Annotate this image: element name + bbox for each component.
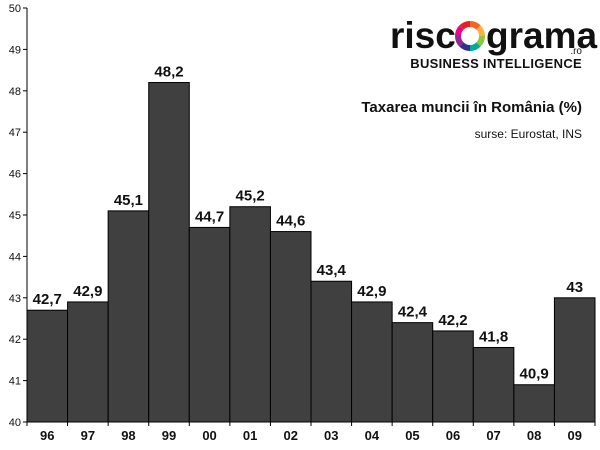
bar bbox=[107, 210, 150, 423]
bar bbox=[472, 346, 515, 423]
x-tick-label: 04 bbox=[365, 428, 380, 443]
logo-ring-segment bbox=[476, 25, 485, 37]
x-tick-label: 08 bbox=[527, 428, 541, 443]
bar bbox=[269, 231, 312, 423]
bar bbox=[67, 301, 109, 423]
logo-tagline: BUSINESS INTELLIGENCE bbox=[410, 56, 582, 71]
chart-title: Taxarea muncii în România (%) bbox=[361, 99, 582, 116]
y-tick-label: 45 bbox=[9, 210, 21, 222]
data-label: 44,6 bbox=[276, 213, 305, 230]
x-tick-label: 01 bbox=[243, 428, 257, 443]
x-tick-label: 98 bbox=[121, 428, 135, 443]
data-label: 42,7 bbox=[33, 291, 62, 308]
x-tick-label: 06 bbox=[446, 428, 460, 443]
bar bbox=[553, 297, 596, 423]
x-tick-label: 07 bbox=[486, 428, 500, 443]
data-label: 41,8 bbox=[479, 328, 508, 345]
data-label: 45,1 bbox=[114, 192, 143, 209]
y-tick-label: 44 bbox=[9, 251, 21, 263]
logo-ring-segment bbox=[459, 42, 471, 51]
logo-text-risc: risc bbox=[390, 15, 456, 56]
logo-ring-segment bbox=[469, 21, 481, 30]
data-label: 42,2 bbox=[438, 312, 467, 329]
x-tick-label: 05 bbox=[405, 428, 419, 443]
y-tick-label: 41 bbox=[9, 376, 21, 388]
x-tick-label: 02 bbox=[283, 428, 297, 443]
logo-ring-segment bbox=[476, 35, 485, 47]
bar bbox=[148, 82, 190, 423]
logo-ring-segment bbox=[455, 25, 464, 37]
data-label: 42,9 bbox=[73, 283, 102, 300]
y-tick-label: 49 bbox=[9, 44, 21, 56]
bar bbox=[310, 280, 353, 423]
bar bbox=[351, 301, 393, 423]
data-label: 43,4 bbox=[317, 262, 347, 279]
x-tick-label: 99 bbox=[162, 428, 176, 443]
y-tick-label: 47 bbox=[9, 127, 21, 139]
logo-ring-segment bbox=[459, 21, 471, 30]
x-tick-label: 00 bbox=[202, 428, 216, 443]
y-tick-label: 50 bbox=[9, 3, 21, 15]
x-tick-label: 03 bbox=[324, 428, 338, 443]
bar bbox=[229, 206, 271, 423]
bar bbox=[391, 322, 434, 423]
x-tick-label: 97 bbox=[81, 428, 95, 443]
data-label: 43 bbox=[566, 279, 583, 296]
logo-ring-segment bbox=[455, 35, 464, 47]
data-label: 48,2 bbox=[154, 64, 183, 81]
y-tick-label: 43 bbox=[9, 293, 21, 305]
bar bbox=[26, 309, 69, 423]
y-tick-label: 42 bbox=[9, 334, 21, 346]
tick-labels: 40 41 42 43 44 45 46 47 48 49 50 96 97 98 99 00 01 02 03 04… bbox=[9, 3, 582, 443]
x-tick-label: 96 bbox=[40, 428, 54, 443]
data-labels: 42,7 42,9 45,1 48,2 44,7 45,2 44,6 43,4 42,9 42,4… bbox=[33, 64, 583, 383]
data-label: 42,9 bbox=[357, 283, 386, 300]
logo-text-grama: grama bbox=[486, 15, 597, 56]
bar bbox=[188, 226, 231, 423]
bar bbox=[432, 330, 474, 423]
x-tick-label: 09 bbox=[567, 428, 581, 443]
chart-subtitle: surse: Eurostat, INS bbox=[475, 127, 582, 141]
y-tick-label: 40 bbox=[9, 417, 21, 429]
y-tick-label: 48 bbox=[9, 86, 21, 98]
data-label: 45,2 bbox=[236, 188, 265, 205]
data-label: 40,9 bbox=[520, 366, 549, 383]
data-label: 44,7 bbox=[195, 208, 224, 225]
logo-text-ro: .ro bbox=[570, 46, 582, 57]
data-label: 42,4 bbox=[398, 304, 428, 321]
y-tick-label: 46 bbox=[9, 169, 21, 181]
bar bbox=[513, 384, 555, 423]
bars bbox=[26, 82, 596, 423]
logo-ring-segment bbox=[469, 42, 481, 51]
